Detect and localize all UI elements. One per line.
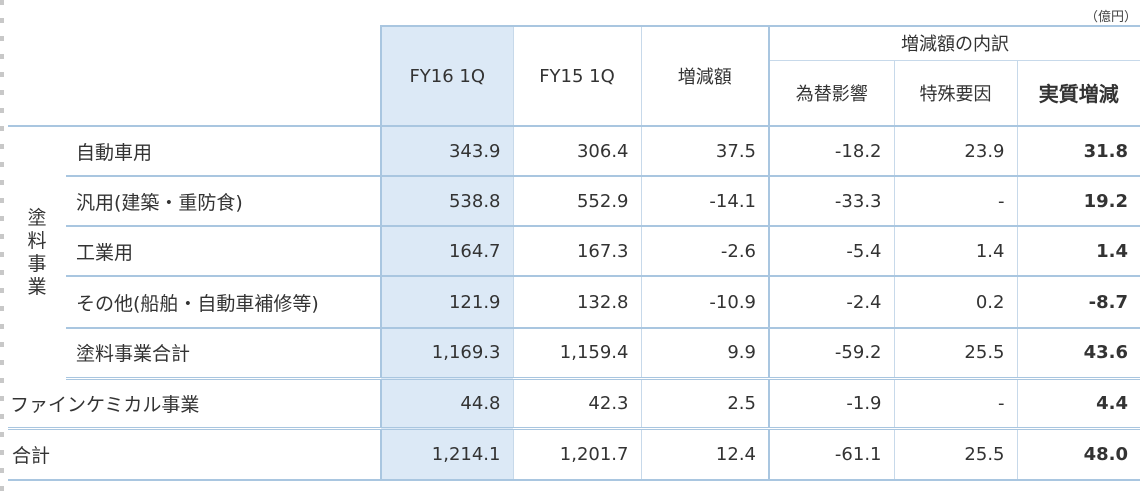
table-row: 汎用(建築・重防食) 538.8 552.9 -14.1 -33.3 - 19.… xyxy=(8,176,1141,227)
cell-special: - xyxy=(893,176,1017,227)
cell-fy16: 121.9 xyxy=(380,276,513,329)
row-label: 自動車用 xyxy=(66,126,381,177)
cell-change: -2.6 xyxy=(640,226,769,277)
cell-fy16: 538.8 xyxy=(380,176,513,227)
cell-real: 31.8 xyxy=(1016,126,1141,177)
cell-special: - xyxy=(893,378,1017,430)
unit-label: （億円） xyxy=(1084,10,1137,25)
cell-fx: -2.4 xyxy=(768,276,894,329)
cell-fy15: 552.9 xyxy=(512,176,641,227)
row-label: 塗料事業合計 xyxy=(66,328,381,380)
cell-fx: -1.9 xyxy=(768,378,894,430)
cell-fy16: 44.8 xyxy=(380,378,513,430)
row-label: 合計 xyxy=(8,428,381,481)
cell-change: 12.4 xyxy=(640,428,769,481)
table-row: その他(船舶・自動車補修等) 121.9 132.8 -10.9 -2.4 0.… xyxy=(8,276,1141,329)
cell-fy16: 164.7 xyxy=(380,226,513,277)
col-header-fy16: FY16 1Q xyxy=(409,65,486,87)
row-label: ファインケミカル事業 xyxy=(8,378,381,430)
cell-change: 2.5 xyxy=(640,378,769,430)
cell-real: 1.4 xyxy=(1016,226,1141,277)
col-header-fy15: FY15 1Q xyxy=(539,65,615,87)
cell-special: 1.4 xyxy=(893,226,1017,277)
cell-change: -10.9 xyxy=(640,276,769,329)
cell-real: 43.6 xyxy=(1016,328,1141,380)
table-row-total: 合計 1,214.1 1,201.7 12.4 -61.1 25.5 48.0 xyxy=(8,428,1141,481)
cell-fx: -61.1 xyxy=(768,428,894,481)
cell-real: 48.0 xyxy=(1016,428,1141,481)
cell-real: -8.7 xyxy=(1016,276,1141,329)
cell-change: 37.5 xyxy=(640,126,769,177)
cell-fx: -18.2 xyxy=(768,126,894,177)
cell-fy16: 1,214.1 xyxy=(380,428,513,481)
cell-change: -14.1 xyxy=(640,176,769,227)
cell-real: 4.4 xyxy=(1016,378,1141,430)
cell-fx: -5.4 xyxy=(768,226,894,277)
cell-special: 0.2 xyxy=(893,276,1017,329)
col-header-special: 特殊要因 xyxy=(919,83,992,105)
cell-fy15: 306.4 xyxy=(512,126,641,177)
cell-special: 25.5 xyxy=(893,328,1017,380)
row-label: 汎用(建築・重防食) xyxy=(66,176,381,227)
row-label: 工業用 xyxy=(66,226,381,277)
row-label: その他(船舶・自動車補修等) xyxy=(66,276,381,329)
left-dashed-border xyxy=(0,0,4,503)
table-row: 塗料事業合計 1,169.3 1,159.4 9.9 -59.2 25.5 43… xyxy=(8,328,1141,380)
cell-fx: -33.3 xyxy=(768,176,894,227)
cell-fy15: 132.8 xyxy=(512,276,641,329)
cell-special: 23.9 xyxy=(893,126,1017,177)
cell-fy15: 1,201.7 xyxy=(512,428,641,481)
table-row: ファインケミカル事業 44.8 42.3 2.5 -1.9 - 4.4 xyxy=(8,378,1141,430)
cell-fy15: 42.3 xyxy=(512,378,641,430)
paint-group-label: 塗料事業 xyxy=(27,206,47,298)
cell-fy16: 1,169.3 xyxy=(380,328,513,380)
table-row: 工業用 164.7 167.3 -2.6 -5.4 1.4 1.4 xyxy=(8,226,1141,277)
cell-real: 19.2 xyxy=(1016,176,1141,227)
cell-fx: -59.2 xyxy=(768,328,894,380)
cell-special: 25.5 xyxy=(893,428,1017,481)
segment-sales-table: FY16 1Q FY15 1Q 増減額 増減額の内訳 為替影響 特殊要因 実質増… xyxy=(8,25,1141,481)
cell-fy15: 167.3 xyxy=(512,226,641,277)
col-header-fx: 為替影響 xyxy=(795,83,868,105)
cell-change: 9.9 xyxy=(640,328,769,380)
col-header-real: 実質増減 xyxy=(1038,82,1119,107)
col-header-breakdown: 増減額の内訳 xyxy=(901,34,1009,56)
col-header-change: 増減額 xyxy=(677,67,732,88)
cell-fy16: 343.9 xyxy=(380,126,513,177)
cell-fy15: 1,159.4 xyxy=(512,328,641,380)
table-row: 塗料事業 自動車用 343.9 306.4 37.5 -18.2 23.9 31… xyxy=(8,126,1141,298)
